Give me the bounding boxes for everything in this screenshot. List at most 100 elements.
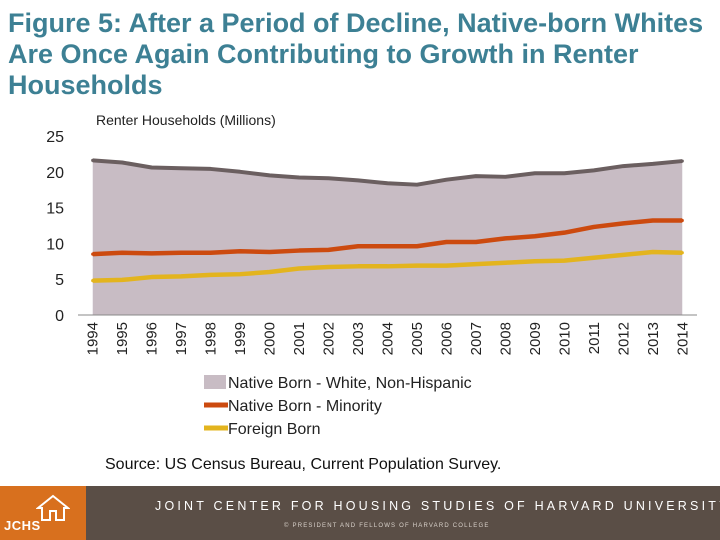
jchs-logo: JCHS	[0, 486, 86, 540]
data-point	[91, 279, 95, 283]
data-point	[238, 170, 242, 174]
x-tick-label: 2007	[468, 322, 485, 355]
data-point	[179, 274, 183, 278]
y-tick-label: 15	[46, 201, 64, 218]
x-tick-label: 2009	[527, 322, 544, 355]
x-tick-label: 2011	[586, 322, 603, 354]
data-point	[444, 240, 449, 244]
data-point	[651, 250, 655, 254]
data-point	[238, 272, 242, 276]
data-point	[356, 244, 360, 248]
x-tick-label: 1998	[203, 322, 220, 355]
x-tick-label: 2014	[674, 322, 691, 355]
data-point	[533, 234, 537, 238]
data-point	[297, 266, 301, 271]
data-point	[267, 173, 272, 177]
legend: Native Born - White, Non-Hispanic Native …	[204, 375, 472, 438]
organization-name: JOINT CENTER FOR HOUSING STUDIES OF HARV…	[155, 499, 720, 513]
source-note: Source: US Census Bureau, Current Popula…	[105, 456, 502, 473]
data-point	[592, 225, 596, 229]
data-point	[415, 263, 419, 268]
data-point	[209, 273, 213, 277]
data-point	[503, 236, 508, 240]
data-point	[651, 218, 655, 223]
x-tick-label: 2012	[615, 322, 632, 355]
y-tick-label: 10	[46, 236, 64, 253]
y-tick-label: 20	[46, 165, 64, 182]
x-tick-label: 2006	[438, 322, 455, 355]
data-point	[120, 278, 124, 282]
data-point	[680, 218, 684, 223]
data-point	[297, 175, 301, 180]
legend-label: Native Born - White, Non-Hispanic	[228, 375, 472, 392]
x-tick-label: 2001	[291, 322, 308, 355]
x-tick-label: 2002	[321, 322, 338, 355]
x-tick-label: 2005	[409, 322, 426, 355]
data-point	[356, 264, 360, 268]
x-tick-label: 2004	[380, 322, 397, 355]
x-tick-label: 1995	[114, 322, 131, 355]
legend-label: Foreign Born	[228, 421, 321, 438]
page-title: Figure 5: After a Period of Decline, Nat…	[8, 8, 704, 100]
data-point	[91, 158, 95, 162]
legend-swatch	[204, 375, 226, 389]
data-point	[297, 248, 301, 253]
x-tick-labels: 1994 1995 1996 1997 1998 1999 2000 2001 2002 2003…	[85, 322, 692, 355]
y-tick-label: 0	[55, 308, 64, 325]
chart: Renter Households (Millions) 0510152025 …	[46, 112, 697, 438]
data-point	[621, 253, 625, 257]
data-point	[415, 183, 419, 187]
x-tick-label: 1994	[85, 322, 102, 355]
data-point	[120, 251, 124, 255]
data-point	[444, 263, 449, 268]
x-tick-label: 2010	[556, 322, 573, 355]
data-point	[385, 181, 390, 185]
data-point	[474, 262, 478, 266]
data-point	[209, 251, 213, 255]
data-point	[385, 244, 390, 248]
data-point	[621, 221, 625, 225]
data-point	[680, 251, 684, 255]
data-point	[326, 265, 331, 269]
data-point	[533, 259, 537, 263]
data-point	[680, 159, 684, 163]
data-point	[533, 171, 537, 175]
x-tick-label: 2013	[645, 322, 662, 355]
data-point	[592, 256, 596, 260]
data-point	[267, 270, 272, 274]
x-tick-label: 1996	[144, 322, 161, 355]
data-point	[356, 178, 360, 182]
data-point	[150, 165, 154, 170]
data-point	[326, 248, 331, 252]
data-point	[651, 162, 655, 166]
data-point	[91, 252, 95, 256]
data-point	[209, 167, 213, 171]
data-point	[474, 240, 478, 244]
data-point	[179, 166, 183, 170]
line-layer	[91, 158, 684, 283]
copyright-note: © PRESIDENT AND FELLOWS OF HARVARD COLLE…	[284, 523, 490, 529]
y-axis-label: Renter Households (Millions)	[96, 112, 276, 128]
x-tick-label: 2003	[350, 322, 367, 355]
data-point	[444, 178, 449, 182]
data-point	[562, 258, 566, 263]
data-point	[621, 164, 625, 168]
x-tick-label: 1999	[232, 322, 249, 355]
house-icon	[36, 494, 70, 521]
data-point	[474, 174, 478, 178]
data-point	[562, 231, 566, 235]
legend-label: Native Born - Minority	[228, 398, 382, 415]
data-point	[592, 168, 596, 172]
data-point	[179, 251, 183, 255]
data-point	[238, 249, 242, 253]
data-point	[150, 275, 154, 279]
y-tick-label: 25	[46, 129, 64, 146]
data-point	[150, 251, 154, 256]
footer-bar: JCHS JOINT CENTER FOR HOUSING STUDIES OF…	[0, 486, 720, 540]
data-point	[503, 261, 508, 265]
y-tick-label: 5	[55, 272, 64, 289]
x-tick-label: 2008	[497, 322, 514, 355]
logo-text: JCHS	[4, 518, 41, 533]
data-point	[415, 244, 419, 248]
data-point	[503, 175, 508, 179]
